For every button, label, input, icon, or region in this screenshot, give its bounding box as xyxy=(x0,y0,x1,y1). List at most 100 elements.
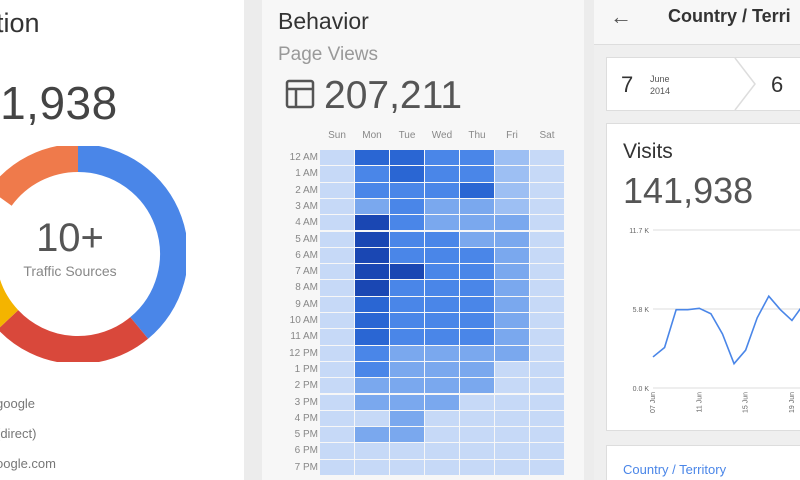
heatmap-cell[interactable] xyxy=(355,329,389,345)
donut-segment[interactable] xyxy=(0,146,79,207)
heatmap-cell[interactable] xyxy=(530,264,564,280)
heatmap-cell[interactable] xyxy=(390,264,424,280)
heatmap-cell[interactable] xyxy=(460,296,494,312)
heatmap-cell[interactable] xyxy=(390,361,424,378)
heatmap-cell[interactable] xyxy=(320,410,354,427)
heatmap-cell[interactable] xyxy=(460,313,494,329)
heatmap-cell[interactable] xyxy=(390,443,424,459)
heatmap-cell[interactable] xyxy=(320,166,354,182)
heatmap-cell[interactable] xyxy=(460,329,494,345)
heatmap-cell[interactable] xyxy=(355,378,389,394)
heatmap-cell[interactable] xyxy=(355,231,389,247)
heatmap-cell[interactable] xyxy=(460,427,494,443)
heatmap-cell[interactable] xyxy=(390,378,424,394)
heatmap-cell[interactable] xyxy=(460,247,494,264)
heatmap-cell[interactable] xyxy=(320,150,354,166)
heatmap-cell[interactable] xyxy=(390,215,424,231)
visits-series-line[interactable] xyxy=(652,233,800,366)
heatmap-cell[interactable] xyxy=(460,410,494,427)
heatmap-cell[interactable] xyxy=(495,198,529,215)
heatmap-cell[interactable] xyxy=(320,394,354,410)
heatmap-cell[interactable] xyxy=(495,215,529,231)
heatmap-cell[interactable] xyxy=(530,410,564,427)
heatmap-cell[interactable] xyxy=(355,150,389,166)
heatmap-cell[interactable] xyxy=(495,329,529,345)
heatmap-cell[interactable] xyxy=(425,329,459,345)
heatmap-cell[interactable] xyxy=(320,296,354,312)
traffic-sources-donut[interactable] xyxy=(0,146,186,362)
heatmap-cell[interactable] xyxy=(355,215,389,231)
heatmap-cell[interactable] xyxy=(530,313,564,329)
heatmap-cell[interactable] xyxy=(390,296,424,312)
source-item-direct[interactable]: (direct) xyxy=(0,426,37,441)
heatmap-cell[interactable] xyxy=(495,361,529,378)
heatmap-cell[interactable] xyxy=(530,215,564,231)
heatmap-cell[interactable] xyxy=(320,280,354,296)
heatmap-cell[interactable] xyxy=(460,394,494,410)
heatmap-cell[interactable] xyxy=(355,345,389,361)
heatmap-cell[interactable] xyxy=(390,329,424,345)
heatmap-cell[interactable] xyxy=(390,150,424,166)
country-territory-link[interactable]: Country / Territory xyxy=(623,462,727,477)
heatmap-cell[interactable] xyxy=(495,166,529,182)
heatmap-cell[interactable] xyxy=(460,264,494,280)
heatmap-cell[interactable] xyxy=(425,459,459,475)
heatmap-cell[interactable] xyxy=(390,247,424,264)
heatmap-cell[interactable] xyxy=(495,247,529,264)
heatmap-cell[interactable] xyxy=(390,427,424,443)
heatmap-cell[interactable] xyxy=(425,345,459,361)
heatmap-cell[interactable] xyxy=(390,313,424,329)
heatmap-cell[interactable] xyxy=(425,427,459,443)
heatmap-cell[interactable] xyxy=(530,378,564,394)
heatmap-cell[interactable] xyxy=(425,198,459,215)
heatmap-cell[interactable] xyxy=(355,459,389,475)
heatmap-cell[interactable] xyxy=(320,231,354,247)
heatmap-cell[interactable] xyxy=(390,182,424,198)
heatmap-cell[interactable] xyxy=(460,231,494,247)
heatmap-cell[interactable] xyxy=(425,410,459,427)
donut-segment[interactable] xyxy=(77,146,186,339)
source-item-google[interactable]: google xyxy=(0,396,36,411)
heatmap-cell[interactable] xyxy=(355,443,389,459)
heatmap-cell[interactable] xyxy=(425,394,459,410)
heatmap-cell[interactable] xyxy=(425,247,459,264)
heatmap-cell[interactable] xyxy=(460,361,494,378)
heatmap-cell[interactable] xyxy=(425,150,459,166)
heatmap-cell[interactable] xyxy=(530,166,564,182)
heatmap-cell[interactable] xyxy=(425,313,459,329)
heatmap-cell[interactable] xyxy=(495,264,529,280)
heatmap-cell[interactable] xyxy=(320,329,354,345)
heatmap-cell[interactable] xyxy=(460,443,494,459)
visits-line-chart[interactable]: 0.0 K 5.8 K 11.7 K 07 Jun 11 Jun 15 Jun 19 Jun… xyxy=(607,224,800,424)
heatmap-cell[interactable] xyxy=(320,215,354,231)
heatmap-cell[interactable] xyxy=(320,345,354,361)
heatmap-cell[interactable] xyxy=(530,280,564,296)
heatmap-cell[interactable] xyxy=(355,182,389,198)
heatmap-cell[interactable] xyxy=(530,459,564,475)
heatmap-cell[interactable] xyxy=(355,247,389,264)
heatmap-cell[interactable] xyxy=(425,361,459,378)
heatmap-cell[interactable] xyxy=(355,313,389,329)
heatmap-cell[interactable] xyxy=(495,313,529,329)
heatmap-cell[interactable] xyxy=(390,410,424,427)
heatmap-cell[interactable] xyxy=(425,378,459,394)
heatmap-cell[interactable] xyxy=(530,427,564,443)
heatmap-cell[interactable] xyxy=(495,150,529,166)
heatmap-cell[interactable] xyxy=(320,247,354,264)
date-range-selector[interactable]: 7 June 2014 6 xyxy=(606,57,800,111)
heatmap-cell[interactable] xyxy=(355,166,389,182)
heatmap-cell[interactable] xyxy=(530,361,564,378)
heatmap-cell[interactable] xyxy=(460,166,494,182)
heatmap-cell[interactable] xyxy=(530,345,564,361)
source-item-google-com[interactable]: oogle.com xyxy=(0,456,56,471)
heatmap-cell[interactable] xyxy=(460,150,494,166)
heatmap-cell[interactable] xyxy=(495,394,529,410)
heatmap-cell[interactable] xyxy=(355,198,389,215)
heatmap-cell[interactable] xyxy=(390,459,424,475)
heatmap-cell[interactable] xyxy=(390,231,424,247)
heatmap-cell[interactable] xyxy=(390,280,424,296)
heatmap-cell[interactable] xyxy=(355,394,389,410)
heatmap-cell[interactable] xyxy=(495,296,529,312)
heatmap-cell[interactable] xyxy=(320,182,354,198)
heatmap-cell[interactable] xyxy=(530,296,564,312)
